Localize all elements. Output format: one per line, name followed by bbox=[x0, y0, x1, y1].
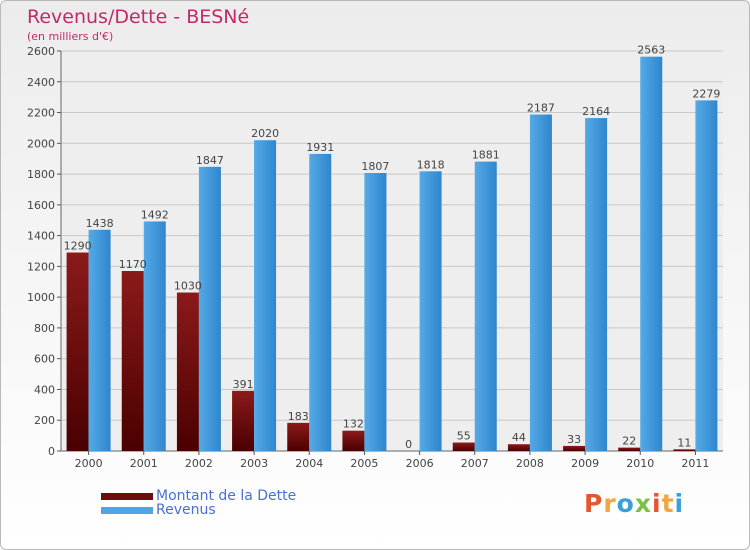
x-tick-label: 2001 bbox=[130, 457, 158, 470]
y-tick-label: 1200 bbox=[27, 260, 55, 273]
revenue-value-label: 1438 bbox=[86, 217, 114, 230]
revenue-bar bbox=[695, 100, 718, 451]
y-tick-label: 600 bbox=[34, 353, 55, 366]
logo-letter: i bbox=[674, 489, 685, 518]
revenue-bar bbox=[419, 171, 442, 452]
debt-value-label: 183 bbox=[288, 410, 309, 423]
revenue-value-label: 1492 bbox=[141, 208, 169, 221]
revenue-value-label: 1881 bbox=[472, 149, 500, 162]
x-tick-label: 2005 bbox=[350, 457, 378, 470]
revenue-value-label: 2020 bbox=[251, 127, 279, 140]
debt-bar bbox=[563, 445, 586, 451]
x-tick-label: 2004 bbox=[295, 457, 323, 470]
debt-value-label: 55 bbox=[457, 430, 471, 443]
y-tick-label: 1400 bbox=[27, 230, 55, 243]
debt-bar bbox=[452, 442, 475, 451]
y-tick-label: 1600 bbox=[27, 199, 55, 212]
debt-value-label: 44 bbox=[512, 431, 526, 444]
x-tick-label: 2009 bbox=[571, 457, 599, 470]
legend-item-revenue: Revenus bbox=[101, 502, 216, 518]
revenue-value-label: 2164 bbox=[582, 105, 610, 118]
logo-letter: P bbox=[584, 489, 604, 518]
debt-value-label: 1030 bbox=[174, 280, 202, 293]
debt-value-label: 132 bbox=[343, 418, 364, 431]
revenue-bar bbox=[309, 153, 332, 451]
y-tick-label: 400 bbox=[34, 383, 55, 396]
revenue-value-label: 2563 bbox=[637, 44, 665, 57]
debt-value-label: 22 bbox=[622, 435, 636, 448]
debt-value-label: 0 bbox=[405, 438, 412, 451]
debt-bar bbox=[342, 430, 365, 451]
debt-bar bbox=[673, 449, 696, 451]
y-tick-label: 1800 bbox=[27, 168, 55, 181]
x-tick-label: 2003 bbox=[240, 457, 268, 470]
legend-swatch-debt bbox=[101, 492, 153, 500]
revenue-value-label: 1931 bbox=[306, 141, 334, 154]
revenue-bar bbox=[529, 114, 552, 452]
chart-subtitle: (en milliers d'€) bbox=[27, 30, 114, 43]
proxiti-logo: Proxiti bbox=[584, 489, 684, 518]
debt-value-label: 11 bbox=[677, 436, 691, 449]
y-tick-label: 800 bbox=[34, 322, 55, 335]
revenue-bar bbox=[585, 118, 608, 452]
y-tick-label: 0 bbox=[48, 445, 55, 458]
x-tick-label: 2006 bbox=[406, 457, 434, 470]
debt-value-label: 1170 bbox=[119, 258, 147, 271]
x-tick-label: 2008 bbox=[516, 457, 544, 470]
legend-label-revenue: Revenus bbox=[156, 502, 216, 518]
debt-value-label: 33 bbox=[567, 433, 581, 446]
y-tick-label: 2600 bbox=[27, 45, 55, 58]
legend-label-debt: Montant de la Dette bbox=[156, 488, 297, 504]
revenue-bar bbox=[474, 161, 497, 451]
y-tick-label: 1000 bbox=[27, 291, 55, 304]
revenue-value-label: 1847 bbox=[196, 154, 224, 167]
y-tick-label: 2400 bbox=[27, 76, 55, 89]
revenue-bar bbox=[143, 221, 166, 451]
debt-bar bbox=[507, 444, 530, 451]
revenue-bar bbox=[254, 140, 277, 451]
debt-bar bbox=[121, 271, 144, 451]
y-tick-label: 200 bbox=[34, 414, 55, 427]
x-tick-label: 2000 bbox=[75, 457, 103, 470]
debt-bar bbox=[176, 292, 199, 451]
logo-letter: i bbox=[652, 489, 662, 518]
y-tick-label: 2000 bbox=[27, 137, 55, 150]
debt-bar bbox=[287, 422, 310, 451]
debt-bar bbox=[232, 390, 255, 451]
x-tick-label: 2007 bbox=[461, 457, 489, 470]
revenue-value-label: 2279 bbox=[692, 87, 720, 100]
debt-bar bbox=[66, 252, 89, 451]
debt-value-label: 391 bbox=[233, 378, 254, 391]
x-tick-label: 2011 bbox=[681, 457, 709, 470]
debt-bar bbox=[618, 447, 641, 451]
revenue-value-label: 1807 bbox=[361, 160, 389, 173]
legend-swatch-revenue bbox=[101, 506, 153, 514]
logo-letter: r bbox=[603, 489, 617, 518]
x-tick-label: 2002 bbox=[185, 457, 213, 470]
revenue-bar bbox=[364, 173, 387, 451]
logo-letter: o bbox=[616, 489, 635, 518]
logo-letter: x bbox=[634, 489, 652, 518]
chart-title: Revenus/Dette - BESNé bbox=[27, 6, 250, 28]
revenue-bar bbox=[640, 56, 663, 451]
plot-area bbox=[61, 51, 723, 451]
legend-item-debt: Montant de la Dette bbox=[101, 488, 296, 504]
logo-letter: t bbox=[661, 489, 675, 518]
revenue-value-label: 1818 bbox=[417, 158, 445, 171]
revenue-bar bbox=[88, 229, 111, 451]
y-tick-label: 2200 bbox=[27, 107, 55, 120]
x-tick-label: 2010 bbox=[626, 457, 654, 470]
revenue-bar bbox=[198, 166, 221, 451]
debt-value-label: 1290 bbox=[64, 240, 92, 253]
revenue-value-label: 2187 bbox=[527, 102, 555, 115]
